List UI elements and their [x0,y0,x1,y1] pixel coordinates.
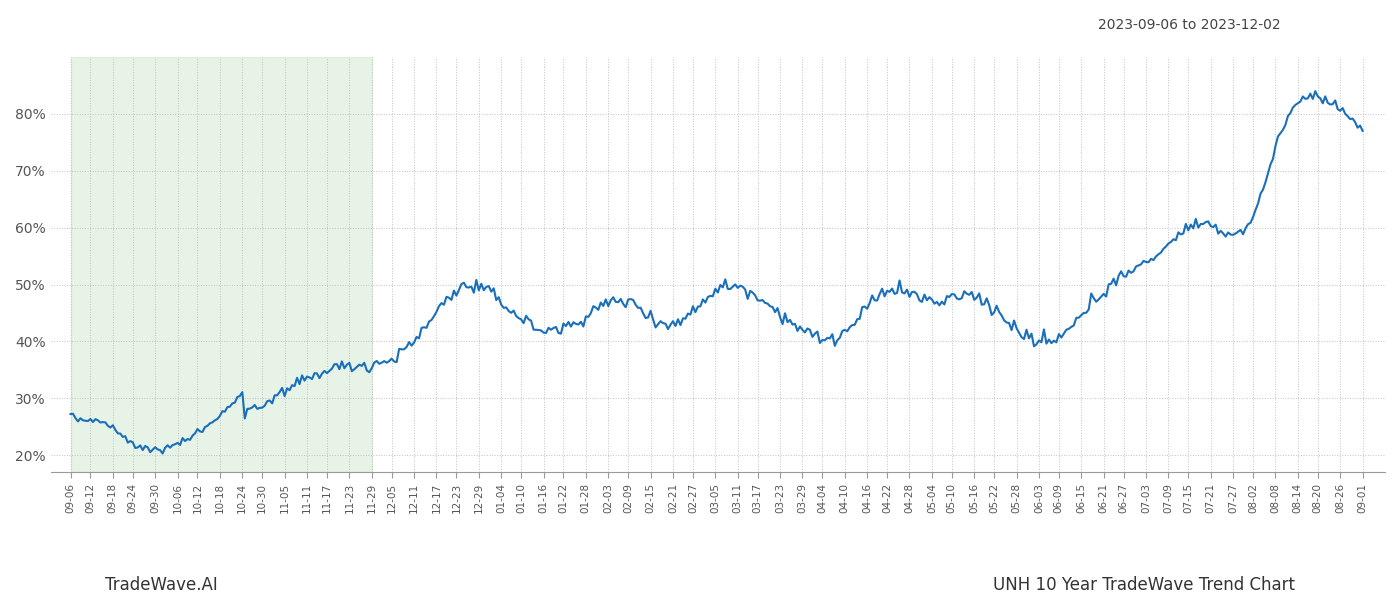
Text: 2023-09-06 to 2023-12-02: 2023-09-06 to 2023-12-02 [1099,18,1281,32]
Bar [70,57,372,472]
Text: TradeWave.AI: TradeWave.AI [105,576,218,594]
Text: UNH 10 Year TradeWave Trend Chart: UNH 10 Year TradeWave Trend Chart [993,576,1295,594]
